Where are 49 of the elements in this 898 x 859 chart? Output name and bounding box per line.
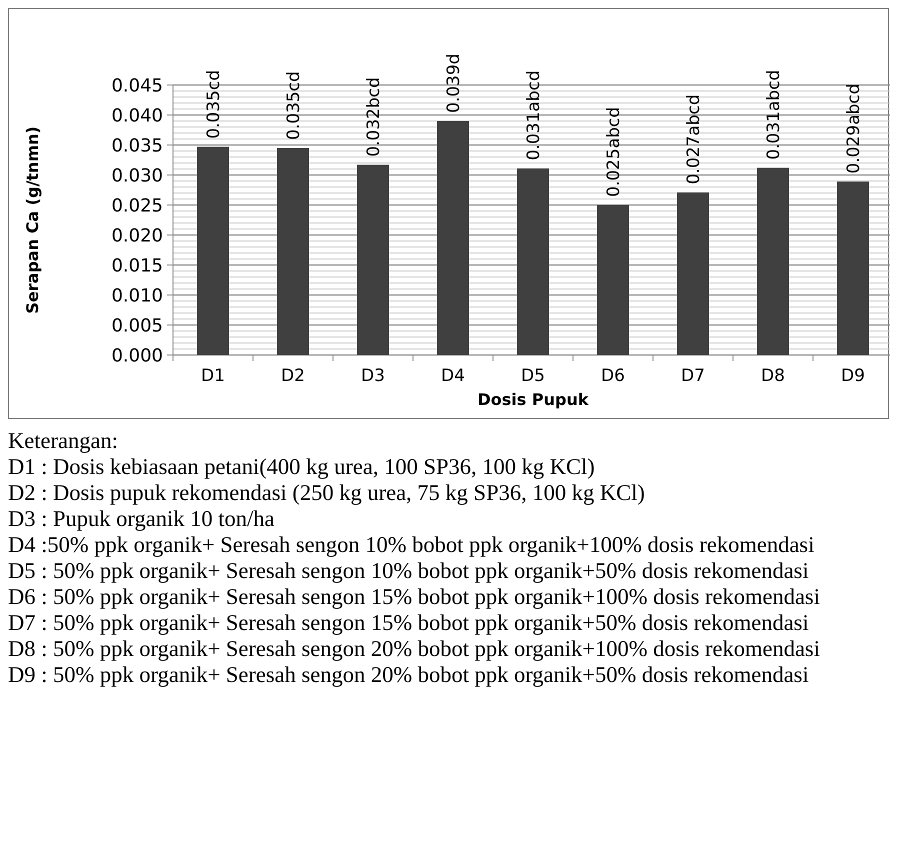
text: D2 : Dosis pupuk rekomendasi (250 kg urea, 75 kg SP36, 100 kg KCl) <box>8 480 646 506</box>
y-tick-label: 0.010 <box>111 285 163 306</box>
data-label: 0.031abcd <box>764 70 784 160</box>
text: D3 : Pupuk organik 10 ton/ha <box>8 506 276 532</box>
bar <box>357 164 389 355</box>
text: D5 : 50% ppk organik+ Seresah sengon 10% bobot ppk organik+50% dosis rekomendasi <box>8 558 810 584</box>
y-axis-title: Serapan Ca (g/tnmn) <box>23 126 42 314</box>
y-tick-label: 0.020 <box>111 225 163 246</box>
bar <box>837 182 869 355</box>
y-tick-label: 0.045 <box>111 75 163 96</box>
data-label: 0.031abcd <box>524 70 544 160</box>
y-tick-label: 0.005 <box>111 315 163 336</box>
x-tick-label: D4 <box>441 366 465 386</box>
data-label: 0.039d <box>444 54 464 113</box>
text: D1 : Dosis kebiasaan petani(400 kg urea, 100 SP36, 100 kg KCl) <box>8 454 596 480</box>
x-tick-label: D6 <box>601 366 625 386</box>
y-tick-label: 0.035 <box>111 135 163 156</box>
x-tick-label: D2 <box>281 366 305 386</box>
x-tick-label: D1 <box>201 366 225 386</box>
y-tick-label: 0.040 <box>111 105 163 126</box>
bar <box>437 121 469 355</box>
x-tick-label: D8 <box>761 366 785 386</box>
x-tick-label: D3 <box>361 366 385 386</box>
data-label: 0.027abcd <box>684 94 704 184</box>
bar <box>197 146 229 355</box>
data-label: 0.029abcd <box>844 84 864 174</box>
data-label: 0.025abcd <box>604 106 624 197</box>
text: D4 :50% ppk organik+ Seresah sengon 10% bobot ppk organik+100% dosis rekomendasi <box>8 532 816 558</box>
text: D8 : 50% ppk organik+ Seresah sengon 20% bobot ppk organik+100% dosis rekomendasi <box>8 636 821 662</box>
y-tick-label: 0.000 <box>111 345 163 366</box>
data-label: 0.032bcd <box>364 77 384 157</box>
bar <box>597 205 629 355</box>
text: D6 : 50% ppk organik+ Seresah sengon 15% bobot ppk organik+100% dosis rekomendasi <box>8 584 821 610</box>
data-label: 0.035cd <box>204 70 224 139</box>
bar <box>517 168 549 355</box>
y-tick-label: 0.025 <box>111 195 163 216</box>
text: D7 : 50% ppk organik+ Seresah sengon 15% bobot ppk organik+50% dosis rekomendasi <box>8 610 810 636</box>
data-label: 0.035cd <box>284 71 304 140</box>
x-tick-label: D5 <box>521 366 545 386</box>
text: Keterangan: <box>8 428 119 454</box>
x-tick-label: D7 <box>681 366 705 386</box>
y-tick-label: 0.030 <box>111 165 163 186</box>
bar <box>757 168 789 355</box>
bar <box>677 192 709 355</box>
bar <box>277 148 309 355</box>
y-tick-label: 0.015 <box>111 255 163 276</box>
x-tick-label: D9 <box>841 366 865 386</box>
text: D9 : 50% ppk organik+ Seresah sengon 20% bobot ppk organik+50% dosis rekomendasi <box>8 662 810 688</box>
x-axis-title: Dosis Pupuk <box>478 390 589 409</box>
